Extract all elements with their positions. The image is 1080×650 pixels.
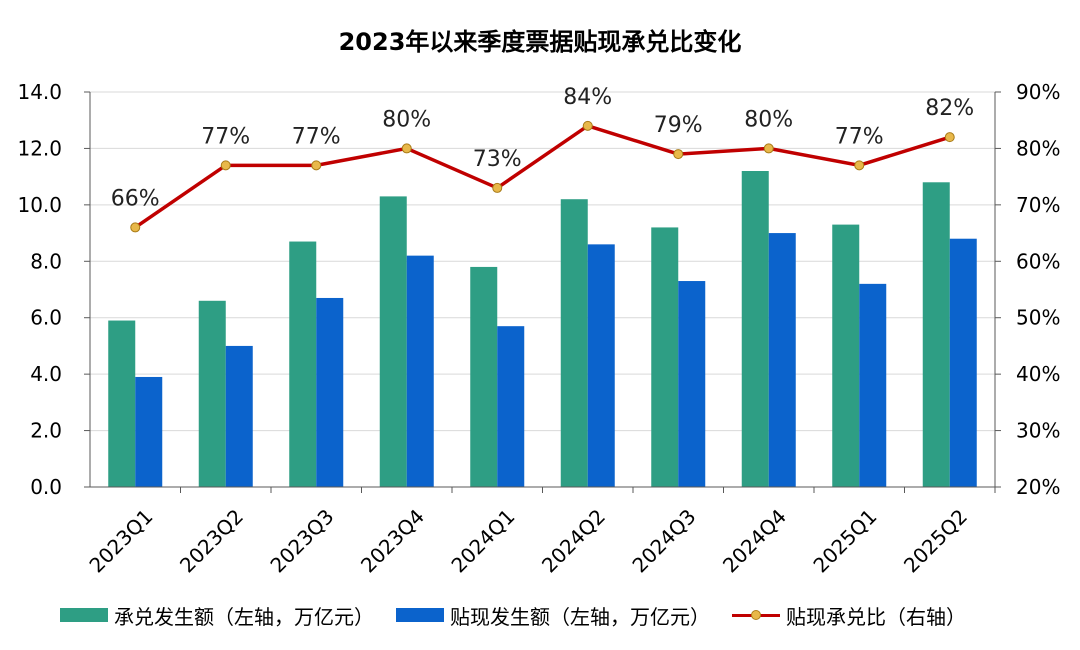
discount-bar (949, 238, 977, 487)
ratio-data-label: 73% (473, 147, 522, 172)
y-right-tick-label: 80% (1016, 136, 1060, 160)
legend-item: 贴现发生额（左轴，万亿元） (396, 601, 710, 630)
y-right-tick-label: 60% (1016, 249, 1060, 273)
acceptance-bar (741, 171, 769, 487)
legend-label: 贴现承兑比（右轴） (786, 604, 966, 629)
ratio-point (582, 120, 593, 131)
axes (84, 91, 1001, 493)
discount-bar (859, 283, 887, 487)
y-left-tick-label: 14.0 (17, 80, 62, 104)
ratio-point (311, 160, 322, 171)
discount-bar (225, 345, 253, 487)
discount-bar (316, 297, 344, 487)
acceptance-bar (198, 300, 226, 487)
ratio-data-label: 77% (292, 124, 341, 149)
legend-line-swatch (732, 608, 780, 622)
y-left-tick-label: 6.0 (30, 306, 62, 330)
ratio-polyline (134, 123, 951, 229)
discount-bar (135, 376, 163, 487)
legend-swatch (396, 608, 444, 622)
discount-bar (678, 281, 706, 487)
y-left-tick-label: 10.0 (17, 193, 62, 217)
y-right-tick-label: 40% (1016, 362, 1060, 386)
acceptance-bar (379, 196, 407, 487)
category-label: 2023Q3 (265, 504, 338, 577)
category-label: 2023Q1 (84, 504, 157, 577)
discount-bar (497, 326, 525, 487)
y-right-tick-label: 70% (1016, 193, 1060, 217)
legend-label: 贴现发生额（左轴，万亿元） (450, 604, 710, 629)
ratio-data-label: 77% (835, 124, 884, 149)
acceptance-bar (922, 182, 950, 488)
ratio-point (220, 160, 231, 171)
ratio-point (854, 160, 865, 171)
legend-item: 承兑发生额（左轴，万亿元） (60, 601, 374, 630)
y-left-tick-label: 4.0 (30, 362, 62, 386)
ratio-data-label: 66% (111, 186, 160, 211)
ratio-point (763, 143, 774, 154)
legend-swatch (60, 608, 108, 622)
y-right-tick-label: 50% (1016, 306, 1060, 330)
y-left-tick-label: 12.0 (17, 136, 62, 160)
ratio-data-label: 80% (744, 107, 793, 132)
legend: 承兑发生额（左轴，万亿元） 贴现发生额（左轴，万亿元） 贴现承兑比（右轴） (60, 598, 1040, 632)
ratio-data-label: 82% (925, 96, 974, 121)
category-label: 2024Q1 (446, 504, 519, 577)
y-right-tick-label: 90% (1016, 80, 1060, 104)
acceptance-bar (470, 266, 498, 487)
category-label: 2024Q2 (537, 504, 610, 577)
discount-bar (406, 255, 434, 487)
ratio-point (944, 132, 955, 143)
y-left-tick-label: 2.0 (30, 419, 62, 443)
ratio-point (130, 222, 141, 233)
chart-plot: 0.0 2.0 4.0 6.0 8.0 10.0 12.0 14.0 20% 30% 40% 50% 6… (17, 80, 1060, 577)
bars (108, 171, 977, 488)
ratio-point (401, 143, 412, 154)
ratio-data-label: 79% (654, 113, 703, 138)
acceptance-bar (560, 199, 588, 487)
acceptance-bar (832, 224, 860, 487)
category-label: 2023Q2 (175, 504, 248, 577)
acceptance-bar (651, 227, 679, 487)
acceptance-bar (289, 241, 317, 487)
category-label: 2024Q4 (718, 504, 791, 577)
ratio-point (673, 149, 684, 160)
ratio-line (130, 120, 955, 233)
category-label: 2025Q1 (808, 504, 881, 577)
acceptance-bar (108, 320, 136, 487)
legend-item: 贴现承兑比（右轴） (732, 601, 966, 630)
ratio-data-label: 84% (563, 85, 612, 110)
discount-bar (587, 244, 615, 487)
y-left-tick-label: 8.0 (30, 249, 62, 273)
category-label: 2023Q4 (356, 504, 429, 577)
y-right-tick-label: 20% (1016, 475, 1060, 499)
y-left-tick-label: 0.0 (30, 475, 62, 499)
ratio-data-label: 80% (382, 107, 431, 132)
legend-label: 承兑发生额（左轴，万亿元） (114, 604, 374, 629)
category-label: 2025Q2 (899, 504, 972, 577)
y-right-tick-label: 30% (1016, 419, 1060, 443)
labels: 0.0 2.0 4.0 6.0 8.0 10.0 12.0 14.0 20% 30% 40% 50% 6… (17, 80, 1060, 577)
category-label: 2024Q3 (627, 504, 700, 577)
discount-bar (768, 233, 796, 487)
chart-title: 2023年以来季度票据贴现承兑比变化 (338, 28, 742, 56)
ratio-point (492, 182, 503, 193)
ratio-data-label: 77% (201, 124, 250, 149)
